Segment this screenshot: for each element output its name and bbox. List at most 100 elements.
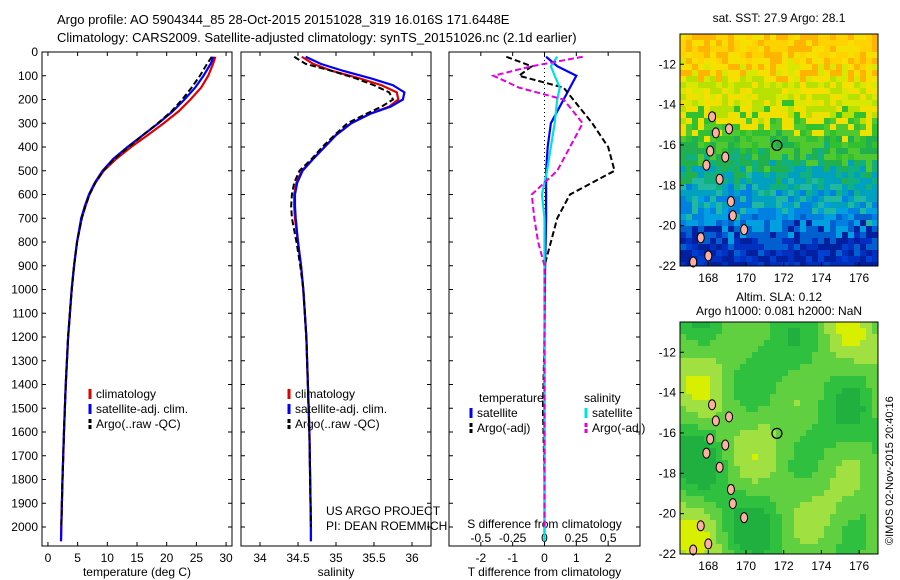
map-cell <box>866 394 872 400</box>
map-cell <box>812 88 818 94</box>
map-cell <box>800 430 806 436</box>
map-cell <box>854 118 860 124</box>
map-cell <box>686 160 692 166</box>
map-cell <box>704 532 710 538</box>
map-cell <box>842 130 848 136</box>
map-cell <box>860 88 866 94</box>
map-cell <box>842 184 848 190</box>
map-cell <box>836 406 842 412</box>
map-cell <box>872 472 878 478</box>
map-cell <box>866 364 872 370</box>
map-cell <box>848 412 854 418</box>
map-cell <box>848 484 854 490</box>
map-cell <box>794 400 800 406</box>
map-y-tick-label: -14 <box>659 386 677 400</box>
map-cell <box>728 346 734 352</box>
map-cell <box>686 544 692 550</box>
map-cell <box>716 136 722 142</box>
map-cell <box>800 196 806 202</box>
map-cell <box>740 196 746 202</box>
map-cell <box>794 52 800 58</box>
map-cell <box>788 184 794 190</box>
map-cell <box>842 550 848 554</box>
map-cell <box>746 550 752 554</box>
map-cell <box>740 334 746 340</box>
map-cell <box>800 124 806 130</box>
map-cell <box>854 424 860 430</box>
map-cell <box>806 328 812 334</box>
map-cell <box>782 142 788 148</box>
map-cell <box>710 64 716 70</box>
map-cell <box>800 190 806 196</box>
map-cell <box>794 46 800 52</box>
map-cell <box>734 196 740 202</box>
island <box>725 123 734 135</box>
map-cell <box>764 496 770 502</box>
map-cell <box>734 118 740 124</box>
map-cell <box>746 244 752 250</box>
map-cell <box>794 454 800 460</box>
map-cell <box>698 118 704 124</box>
map-cell <box>860 220 866 226</box>
map-cell <box>794 106 800 112</box>
y-tick-label: 0 <box>31 45 38 59</box>
y-tick-label: 800 <box>18 235 38 249</box>
map-cell <box>752 88 758 94</box>
map-cell <box>704 208 710 214</box>
map-cell <box>776 226 782 232</box>
map-cell <box>710 202 716 208</box>
map-cell <box>806 358 812 364</box>
map-cell <box>854 34 860 40</box>
map-cell <box>686 112 692 118</box>
map-cell <box>710 76 716 82</box>
map-cell <box>722 484 728 490</box>
map-cell <box>716 214 722 220</box>
map-cell <box>836 178 842 184</box>
map-cell <box>860 154 866 160</box>
map-cell <box>698 442 704 448</box>
map-cell <box>872 334 878 340</box>
map-cell <box>746 406 752 412</box>
map-cell <box>830 124 836 130</box>
map-cell <box>800 184 806 190</box>
map-cell <box>794 244 800 250</box>
map-cell <box>806 130 812 136</box>
map-cell <box>680 490 686 496</box>
map-cell <box>860 64 866 70</box>
map-cell <box>830 418 836 424</box>
map-cell <box>794 172 800 178</box>
island <box>715 173 724 185</box>
map-cell <box>680 232 686 238</box>
map-cell <box>848 178 854 184</box>
map-cell <box>710 442 716 448</box>
map-cell <box>824 124 830 130</box>
map-cell <box>716 184 722 190</box>
map-cell <box>812 430 818 436</box>
map-cell <box>758 358 764 364</box>
map-cell <box>752 472 758 478</box>
map-cell <box>818 112 824 118</box>
map-cell <box>746 34 752 40</box>
map-cell <box>806 106 812 112</box>
map-cell <box>848 472 854 478</box>
map-cell <box>836 508 842 514</box>
map-cell <box>842 112 848 118</box>
map-cell <box>872 550 878 554</box>
map-cell <box>680 184 686 190</box>
map-cell <box>734 166 740 172</box>
map-cell <box>758 466 764 472</box>
map-cell <box>842 514 848 520</box>
map-cell <box>866 340 872 346</box>
map-cell <box>770 148 776 154</box>
map-cell <box>770 490 776 496</box>
map-cell <box>788 436 794 442</box>
map-cell <box>770 520 776 526</box>
map-cell <box>698 322 704 328</box>
map-cell <box>794 94 800 100</box>
map-cell <box>710 538 716 544</box>
map-cell <box>824 112 830 118</box>
map-cell <box>860 202 866 208</box>
map-cell <box>716 58 722 64</box>
map-cell <box>752 496 758 502</box>
credit-pi: PI: DEAN ROEMMICH <box>326 519 447 533</box>
